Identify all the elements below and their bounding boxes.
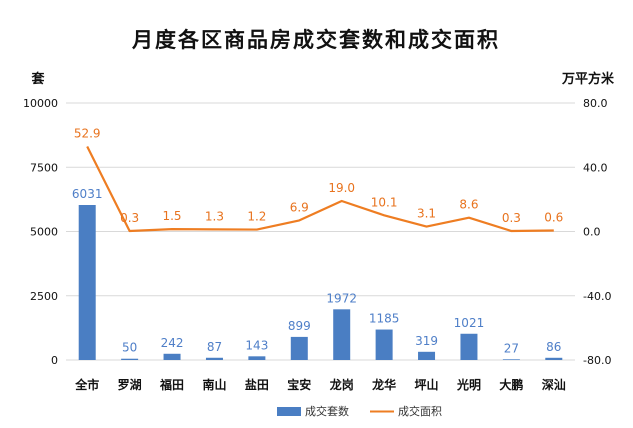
bar-value-label: 6031 xyxy=(72,187,103,201)
line-value-label: 6.9 xyxy=(290,200,309,214)
bar-value-label: 50 xyxy=(122,341,137,355)
right-tick-label: 80.0 xyxy=(583,97,608,110)
line-value-label: 19.0 xyxy=(328,181,355,195)
category-label: 全市 xyxy=(74,377,99,392)
line-value-label: 1.3 xyxy=(205,209,224,223)
right-axis-unit: 万平方米 xyxy=(561,71,615,87)
right-tick-label: 0.0 xyxy=(583,226,601,239)
line-value-label: 52.9 xyxy=(74,127,101,141)
bar-value-label: 319 xyxy=(415,334,438,348)
bar xyxy=(545,357,563,360)
bar xyxy=(375,329,393,360)
bar xyxy=(121,358,139,360)
category-label: 光明 xyxy=(456,377,481,392)
bar-value-label: 143 xyxy=(245,338,268,352)
legend: 成交套数 成交面积 xyxy=(277,404,442,418)
line-value-label: 1.2 xyxy=(247,210,266,224)
left-tick-label: 7500 xyxy=(30,161,58,174)
chart-title: 月度各区商品房成交套数和成交面积 xyxy=(131,27,500,52)
bar xyxy=(418,351,436,360)
left-tick-label: 5000 xyxy=(30,226,58,239)
category-label: 宝安 xyxy=(287,377,311,392)
left-axis-unit: 套 xyxy=(30,71,45,87)
right-tick-label: 40.0 xyxy=(583,161,608,174)
left-tick-label: 2500 xyxy=(30,290,58,303)
line-value-label: 3.1 xyxy=(417,207,436,221)
line-value-label: 8.6 xyxy=(459,198,478,212)
category-label: 盐田 xyxy=(245,377,269,392)
category-label: 龙华 xyxy=(372,377,396,392)
bar-value-label: 87 xyxy=(207,340,222,354)
bar-value-label: 27 xyxy=(504,341,519,355)
left-tick-label: 10000 xyxy=(23,97,58,110)
category-label: 龙岗 xyxy=(330,377,354,392)
bar-value-label: 1021 xyxy=(454,316,485,330)
category-label: 福田 xyxy=(159,377,184,392)
bar-value-label: 899 xyxy=(288,319,311,333)
bar-value-label: 242 xyxy=(161,336,184,350)
line-value-label: 0.3 xyxy=(120,211,139,225)
line-value-label: 10.1 xyxy=(371,195,398,209)
bar-value-label: 86 xyxy=(546,340,561,354)
bar-value-label: 1185 xyxy=(369,312,400,326)
right-tick-label: -40.0 xyxy=(583,290,611,303)
bar xyxy=(333,309,351,360)
area-series-line xyxy=(86,146,554,233)
bar xyxy=(290,336,308,360)
bar xyxy=(163,353,181,360)
legend-label-line: 成交面积 xyxy=(398,404,442,418)
bar xyxy=(78,205,96,360)
line-value-label: 0.6 xyxy=(544,211,563,225)
bar xyxy=(460,333,478,360)
bar xyxy=(502,359,520,360)
bar xyxy=(248,356,266,360)
legend-label-bars: 成交套数 xyxy=(305,404,349,418)
legend-swatch-bars xyxy=(277,407,301,416)
category-label: 南山 xyxy=(202,377,226,392)
category-label: 坪山 xyxy=(415,377,439,392)
category-label: 深汕 xyxy=(542,377,566,392)
bar xyxy=(205,357,223,360)
left-tick-label: 0 xyxy=(51,354,58,367)
bar-value-label: 1972 xyxy=(326,291,357,305)
right-tick-label: -80.0 xyxy=(583,354,611,367)
line-value-label: 0.3 xyxy=(502,211,521,225)
line-value-label: 1.5 xyxy=(162,209,181,223)
category-label: 大鹏 xyxy=(499,377,523,392)
category-label: 罗湖 xyxy=(118,377,142,392)
